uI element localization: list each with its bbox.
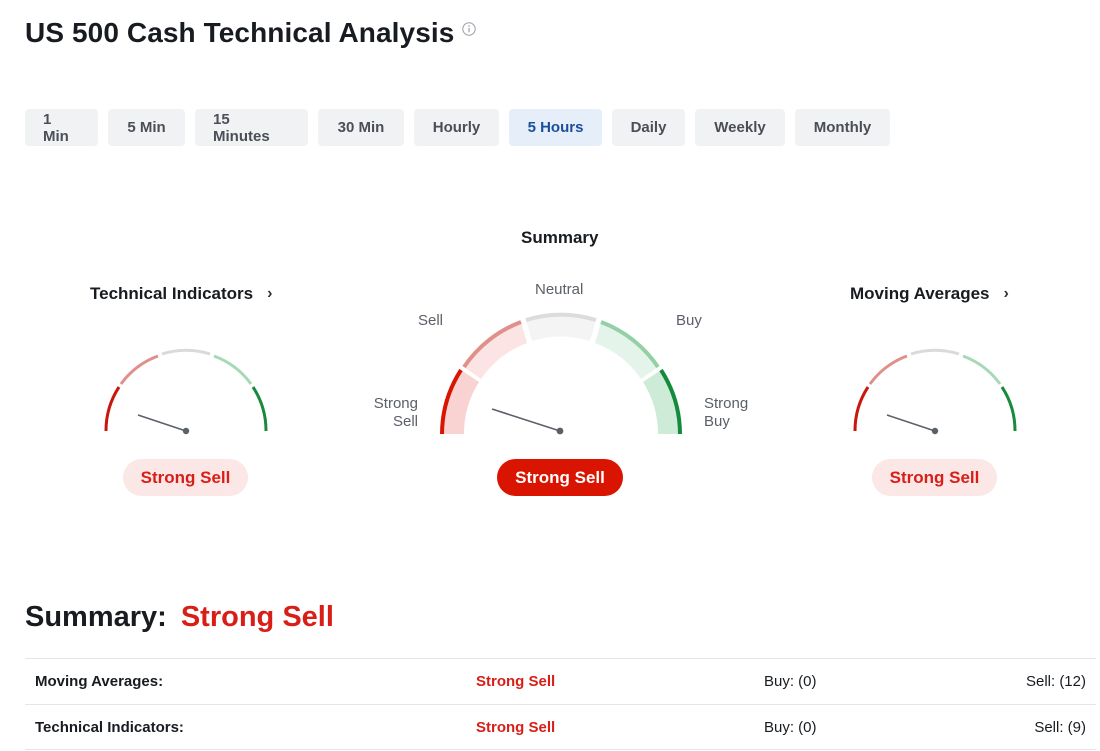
tab-daily[interactable]: Daily (612, 109, 685, 146)
gauge-label-strong-buy: Strong Buy (704, 395, 749, 430)
tab-monthly[interactable]: Monthly (795, 109, 890, 146)
moving-averages-signal: Strong Sell (872, 459, 997, 496)
chevron-right-icon: › (267, 285, 273, 302)
row-name: Moving Averages: (35, 673, 164, 690)
summary-dial (440, 312, 682, 435)
row-buy-count: Buy: (0) (764, 673, 817, 690)
technical-indicators-title: Technical Indicators (90, 284, 254, 303)
moving-averages-dial (853, 348, 1017, 435)
summary-label: Summary: (25, 601, 167, 633)
row-signal: Strong Sell (476, 673, 556, 690)
tab-5-min[interactable]: 5 Min (108, 109, 185, 146)
row-name: Technical Indicators: (35, 718, 184, 736)
tab-weekly[interactable]: Weekly (695, 109, 785, 146)
row-signal: Strong Sell (476, 718, 556, 736)
summary-gauge-title: Summary (521, 228, 599, 247)
summary-value: Strong Sell (180, 601, 334, 633)
info-icon[interactable] (462, 22, 477, 36)
tab-hourly[interactable]: Hourly (414, 109, 499, 146)
technical-indicators-gauge: Technical Indicators › (90, 284, 290, 504)
moving-averages-link[interactable]: Moving Averages › (850, 284, 1050, 304)
technical-indicators-dial (104, 348, 268, 435)
tab-5-hours[interactable]: 5 Hours (509, 109, 602, 146)
table-row: Moving Averages: Strong Sell Buy: (0) Se… (25, 658, 1096, 704)
technical-indicators-signal: Strong Sell (123, 459, 248, 496)
gauge-label-buy: Buy (676, 312, 702, 329)
summary-signal: Strong Sell (497, 459, 623, 496)
summary-heading: Summary: Strong Sell (25, 601, 334, 634)
table-row: Technical Indicators: Strong Sell Buy: (… (25, 704, 1096, 750)
gauge-label-sell: Sell (418, 312, 444, 329)
moving-averages-gauge: Moving Averages › (850, 284, 1050, 308)
summary-table: Moving Averages: Strong Sell Buy: (0) Se… (25, 658, 1096, 750)
gauge-label-strong-sell: Strong Sell (373, 395, 418, 430)
moving-averages-title: Moving Averages (850, 284, 990, 303)
tab-1-min[interactable]: 1 Min (25, 109, 98, 146)
gauge-label-neutral: Neutral (535, 281, 584, 298)
tab-30-min[interactable]: 30 Min (318, 109, 404, 146)
technical-indicators-link[interactable]: Technical Indicators › (90, 284, 290, 304)
tab-15-minutes[interactable]: 15 Minutes (195, 109, 308, 146)
row-sell-count: Sell: (12) (1025, 673, 1086, 690)
timeframe-tabs: 1 Min 5 Min 15 Minutes 30 Min Hourly 5 H… (25, 109, 900, 146)
row-buy-count: Buy: (0) (764, 718, 817, 736)
page-header: US 500 Cash Technical Analysis (25, 14, 477, 52)
row-sell-count: Sell: (9) (1034, 718, 1086, 736)
page-title: US 500 Cash Technical Analysis (25, 17, 455, 48)
chevron-right-icon: › (1003, 285, 1009, 302)
